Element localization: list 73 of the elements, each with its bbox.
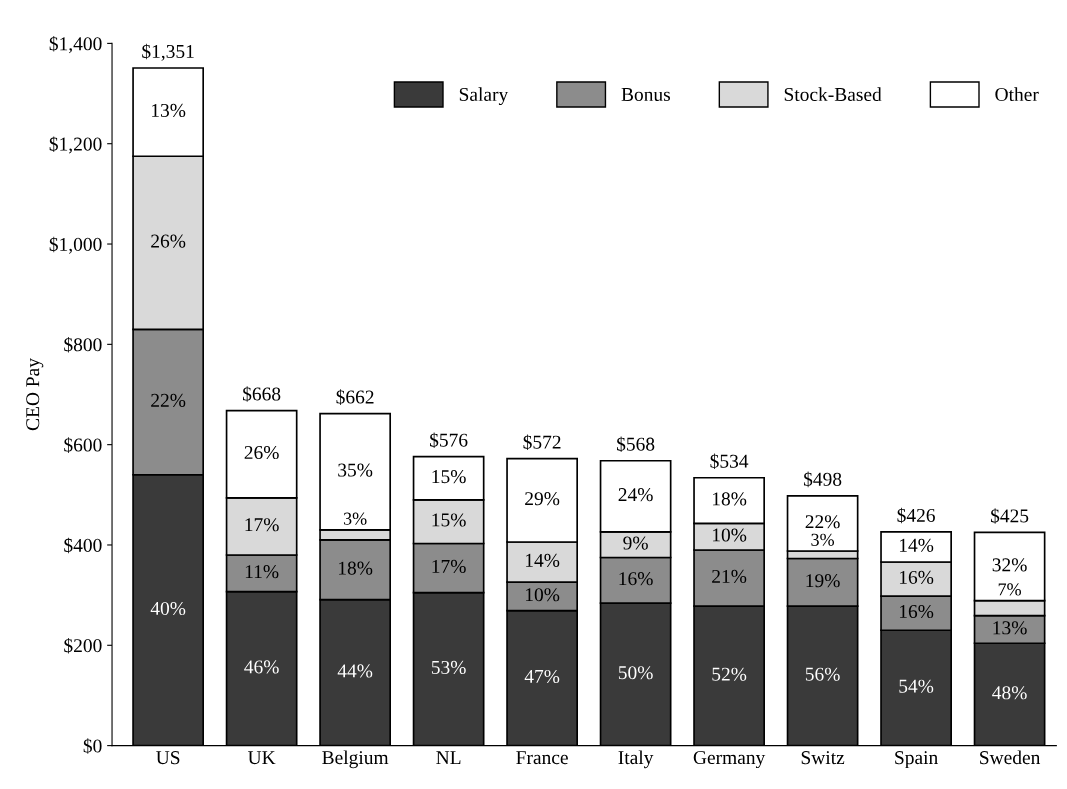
total-label: $425 [990,508,1029,524]
annotation: 10% [526,588,560,602]
annotation: 3% [343,512,367,525]
annotation: 44% [337,664,373,678]
annotation: 16% [899,604,934,619]
y-tick-label: $1,200 [49,136,102,154]
y-tick-label: $800 [64,337,102,353]
x-tick-label: Belgium [322,750,389,769]
y-tick-label: $200 [64,637,102,654]
annotation: 24% [618,488,653,502]
annotation: 17% [432,559,466,573]
legend-label: Stock-Based [784,87,882,102]
annotation: 21% [712,569,747,584]
annotation: 54% [899,679,934,693]
annotation: 47% [524,669,560,684]
total-label: $576 [430,432,468,449]
annotation: 40% [150,601,186,616]
annotation: 46% [244,660,279,674]
annotation: 16% [619,572,653,586]
total-label: $662 [336,389,374,405]
annotation: 50% [618,666,653,680]
total-label: $572 [523,434,561,451]
annotation: 13% [152,103,186,118]
annotation: 17% [245,518,279,532]
total-label: $426 [897,507,935,524]
annotation: 18% [712,492,747,506]
annotation: 18% [339,561,373,575]
annotation: 15% [432,513,466,527]
annotation: 26% [151,234,186,248]
x-tick-label: Germany [693,751,766,769]
annotation: 13% [993,621,1027,635]
legend-label: Other [995,87,1039,102]
x-tick-label: NL [436,751,461,764]
annotation: 53% [431,660,466,675]
annotation: 35% [338,463,373,477]
total-label: $1,351 [142,43,194,61]
annotation: 11% [245,565,279,579]
annotation: 52% [712,667,747,681]
annotation: 7% [998,583,1021,596]
x-tick-label: US [156,751,180,765]
x-tick-label: Spain [895,751,938,769]
y-axis-title: CEO Pay [26,358,44,431]
y-tick-label: $600 [64,437,102,453]
y-tick-label: $0 [83,738,102,754]
legend-label: Salary [459,87,509,106]
annotation: 19% [806,574,840,588]
y-tick-label: $400 [64,537,102,554]
y-tick-label: $1,000 [49,236,102,254]
annotation: 14% [899,538,934,552]
annotation: 32% [992,558,1027,572]
annotation: 9% [623,536,648,550]
x-tick-label: France [516,751,568,765]
annotation: 56% [805,667,840,681]
y-tick-label: $1,400 [49,36,102,54]
x-tick-label: Italy [618,750,654,769]
annotation: 22% [805,515,840,529]
annotation: 48% [992,686,1027,700]
annotation: 15% [432,470,466,484]
x-tick-label: Switz [801,751,845,765]
total-label: $568 [617,436,655,453]
annotation: 10% [712,528,747,542]
annotation: 16% [899,570,934,585]
x-tick-label: UK [247,751,276,765]
annotation: 14% [526,553,560,567]
legend-label: Bonus [621,88,671,102]
total-label: $668 [243,386,281,402]
x-tick-label: Sweden [980,750,1041,765]
annotation: 26% [244,445,279,460]
annotation: 29% [525,492,560,506]
annotation: 22% [151,393,186,407]
total-label: $498 [803,471,842,488]
total-label: $534 [710,453,749,470]
annotation: 3% [811,533,835,546]
